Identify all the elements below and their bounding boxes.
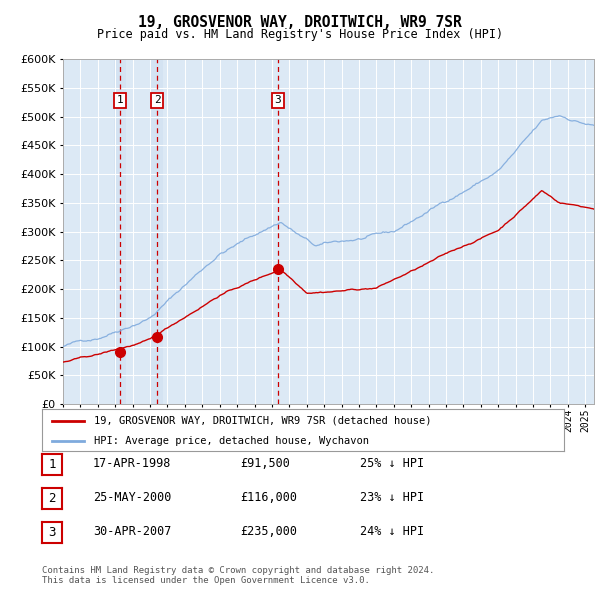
Text: 1: 1 [48, 458, 56, 471]
Text: 17-APR-1998: 17-APR-1998 [93, 457, 172, 470]
Bar [151, 59, 163, 404]
Text: 30-APR-2007: 30-APR-2007 [93, 525, 172, 538]
Text: 19, GROSVENOR WAY, DROITWICH, WR9 7SR (detached house): 19, GROSVENOR WAY, DROITWICH, WR9 7SR (d… [94, 416, 432, 426]
Text: 1: 1 [117, 96, 124, 106]
Text: £235,000: £235,000 [240, 525, 297, 538]
Text: 2: 2 [48, 492, 56, 505]
Text: 25% ↓ HPI: 25% ↓ HPI [360, 457, 424, 470]
Text: Contains HM Land Registry data © Crown copyright and database right 2024.
This d: Contains HM Land Registry data © Crown c… [42, 566, 434, 585]
Text: 23% ↓ HPI: 23% ↓ HPI [360, 491, 424, 504]
Text: 3: 3 [274, 96, 281, 106]
Text: £91,500: £91,500 [240, 457, 290, 470]
Text: Price paid vs. HM Land Registry's House Price Index (HPI): Price paid vs. HM Land Registry's House … [97, 28, 503, 41]
Text: 24% ↓ HPI: 24% ↓ HPI [360, 525, 424, 538]
Text: 2: 2 [154, 96, 160, 106]
Text: 3: 3 [48, 526, 56, 539]
Text: 19, GROSVENOR WAY, DROITWICH, WR9 7SR: 19, GROSVENOR WAY, DROITWICH, WR9 7SR [138, 15, 462, 30]
Text: £116,000: £116,000 [240, 491, 297, 504]
Text: HPI: Average price, detached house, Wychavon: HPI: Average price, detached house, Wych… [94, 436, 369, 445]
Text: 25-MAY-2000: 25-MAY-2000 [93, 491, 172, 504]
Bar [114, 59, 127, 404]
